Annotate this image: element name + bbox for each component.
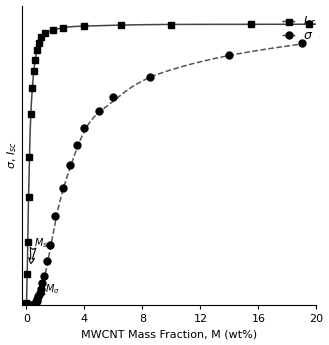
X-axis label: MWCNT Mass Fraction, M (wt%): MWCNT Mass Fraction, M (wt%): [81, 329, 257, 339]
Text: $M_{\sigma}$: $M_{\sigma}$: [45, 282, 60, 296]
Text: $\sigma$: $\sigma$: [303, 29, 314, 42]
Y-axis label: $\sigma$, $I_{sc}$: $\sigma$, $I_{sc}$: [6, 141, 19, 169]
Text: $I_{sc}$: $I_{sc}$: [303, 14, 317, 28]
Text: $M_{sc}$: $M_{sc}$: [35, 237, 52, 250]
